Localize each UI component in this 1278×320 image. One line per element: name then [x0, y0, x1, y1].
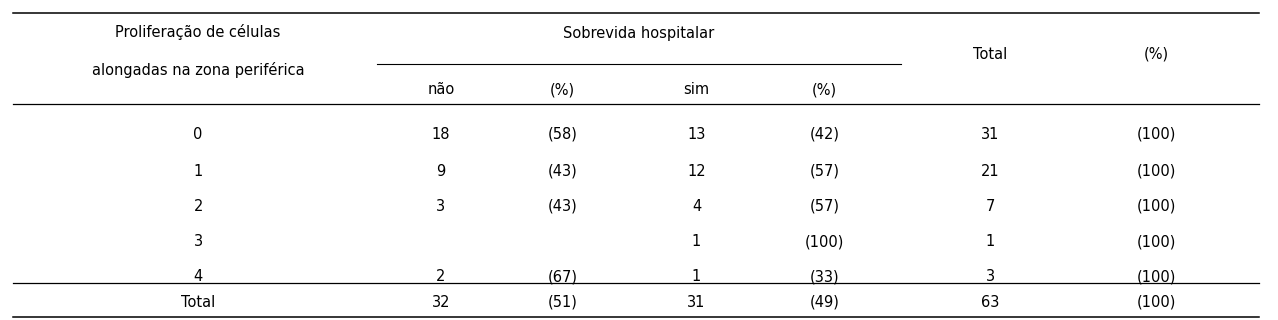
Text: 2: 2 — [193, 199, 203, 214]
Text: 13: 13 — [688, 127, 705, 142]
Text: 21: 21 — [982, 164, 999, 179]
Text: (57): (57) — [809, 199, 840, 214]
Text: Sobrevida hospitalar: Sobrevida hospitalar — [564, 26, 714, 41]
Text: (%): (%) — [1144, 47, 1169, 62]
Text: não: não — [427, 82, 455, 97]
Text: (57): (57) — [809, 164, 840, 179]
Text: (67): (67) — [547, 269, 578, 284]
Text: 1: 1 — [691, 269, 702, 284]
Text: (33): (33) — [809, 269, 840, 284]
Text: Proliferação de células: Proliferação de células — [115, 24, 281, 40]
Text: 63: 63 — [982, 295, 999, 310]
Text: (43): (43) — [547, 199, 578, 214]
Text: 9: 9 — [436, 164, 446, 179]
Text: Total: Total — [974, 47, 1007, 62]
Text: 2: 2 — [436, 269, 446, 284]
Text: (%): (%) — [812, 82, 837, 97]
Text: (100): (100) — [1137, 269, 1176, 284]
Text: (42): (42) — [809, 127, 840, 142]
Text: 7: 7 — [985, 199, 996, 214]
Text: Total: Total — [181, 295, 215, 310]
Text: 3: 3 — [985, 269, 996, 284]
Text: 0: 0 — [193, 127, 203, 142]
Text: 18: 18 — [432, 127, 450, 142]
Text: (49): (49) — [809, 295, 840, 310]
Text: (58): (58) — [547, 127, 578, 142]
Text: (100): (100) — [1137, 164, 1176, 179]
Text: sim: sim — [684, 82, 709, 97]
Text: 3: 3 — [193, 234, 203, 249]
Text: (100): (100) — [1137, 199, 1176, 214]
Text: 1: 1 — [691, 234, 702, 249]
Text: (100): (100) — [805, 234, 843, 249]
Text: (100): (100) — [1137, 127, 1176, 142]
Text: (43): (43) — [547, 164, 578, 179]
Text: 31: 31 — [688, 295, 705, 310]
Text: 3: 3 — [436, 199, 446, 214]
Text: (%): (%) — [550, 82, 575, 97]
Text: alongadas na zona periférica: alongadas na zona periférica — [92, 62, 304, 78]
Text: 32: 32 — [432, 295, 450, 310]
Text: (100): (100) — [1137, 295, 1176, 310]
Text: (51): (51) — [547, 295, 578, 310]
Text: 1: 1 — [193, 164, 203, 179]
Text: 4: 4 — [193, 269, 203, 284]
Text: 1: 1 — [985, 234, 996, 249]
Text: 4: 4 — [691, 199, 702, 214]
Text: 31: 31 — [982, 127, 999, 142]
Text: 12: 12 — [688, 164, 705, 179]
Text: (100): (100) — [1137, 234, 1176, 249]
